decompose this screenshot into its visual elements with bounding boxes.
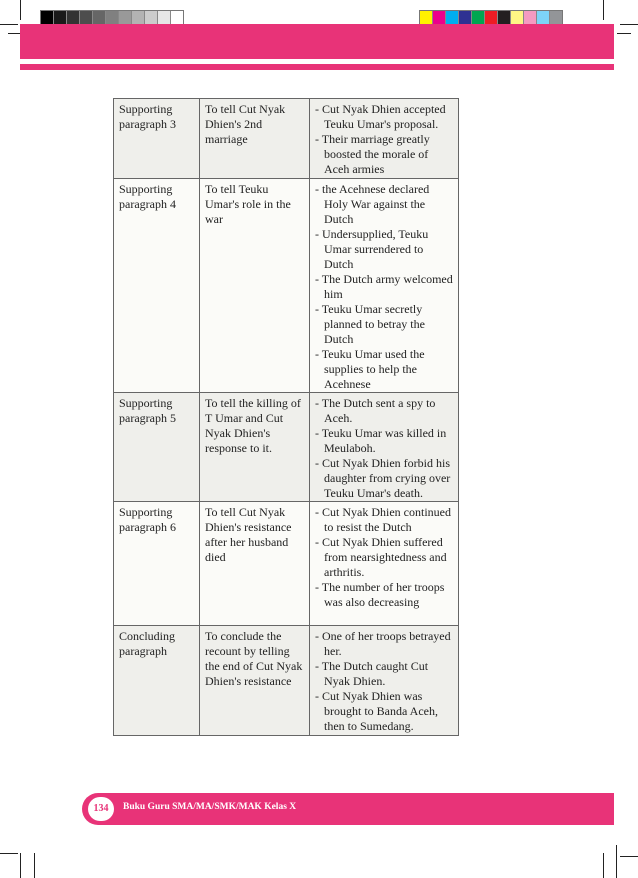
color-swatch — [485, 11, 498, 26]
color-swatch — [511, 11, 524, 26]
table-row: Supporting paragraph 3 To tell Cut Nyak … — [113, 98, 459, 179]
list-item: - Teuku Umar used the supplies to help t… — [315, 347, 425, 391]
list-item: - Teuku Umar secretly planned to betray … — [315, 302, 425, 346]
list-item: - Undersupplied, Teuku Umar surrendered … — [315, 227, 429, 271]
crop-mark — [34, 853, 35, 878]
book-title: Buku Guru SMA/MA/SMK/MAK Kelas X — [123, 802, 297, 812]
color-swatch — [550, 11, 562, 26]
purpose-cell: To tell Cut Nyak Dhien's resistance afte… — [199, 501, 310, 626]
color-swatch — [433, 11, 446, 26]
list-item: - One of her troops betrayed her. — [315, 629, 451, 658]
purpose-cell: To tell Teuku Umar's role in the war — [199, 178, 310, 393]
points-cell: - Cut Nyak Dhien accepted Teuku Umar's p… — [309, 98, 459, 179]
points-cell: - One of her troops betrayed her. - The D… — [309, 625, 459, 736]
list-item: - Cut Nyak Dhien continued to resist the… — [315, 505, 451, 534]
color-swatch — [54, 11, 67, 26]
part-cell: Supporting paragraph 6 — [113, 501, 200, 626]
table-row: Supporting paragraph 6 To tell Cut Nyak … — [113, 501, 459, 626]
color-swatch — [67, 11, 80, 26]
part-cell: Concluding paragraph — [113, 625, 200, 736]
crop-mark — [620, 856, 638, 857]
part-cell: Supporting paragraph 5 — [113, 392, 200, 502]
list-item: - Cut Nyak Dhien was brought to Banda Ac… — [315, 689, 438, 733]
crop-mark — [0, 24, 18, 25]
color-swatch — [93, 11, 106, 26]
list-item: - The number of her troops was also decr… — [315, 580, 445, 609]
color-swatch — [472, 11, 485, 26]
points-cell: - the Acehnese declared Holy War against… — [309, 178, 459, 393]
part-cell: Supporting paragraph 3 — [113, 98, 200, 179]
header-band — [20, 24, 614, 59]
table-row: Supporting paragraph 5 To tell the killi… — [113, 392, 459, 502]
part-cell: Supporting paragraph 4 — [113, 178, 200, 393]
purpose-cell: To tell the killing of T Umar and Cut Ny… — [199, 392, 310, 502]
color-swatch — [498, 11, 511, 26]
footer-band: 134 Buku Guru SMA/MA/SMK/MAK Kelas X — [82, 793, 614, 825]
process-color-bar — [419, 10, 563, 27]
table-row: Supporting paragraph 4 To tell Teuku Uma… — [113, 178, 459, 393]
color-swatch — [459, 11, 472, 26]
purpose-cell: To tell Cut Nyak Dhien's 2nd marriage — [199, 98, 310, 179]
color-swatch — [537, 11, 550, 26]
header-stripe — [20, 64, 614, 70]
crop-mark — [616, 845, 617, 878]
color-swatch — [80, 11, 93, 26]
color-swatch — [145, 11, 158, 26]
recount-structure-table: Supporting paragraph 3 To tell Cut Nyak … — [113, 98, 459, 736]
crop-mark — [620, 24, 638, 25]
purpose-cell: To conclude the recount by telling the e… — [199, 625, 310, 736]
color-swatch — [446, 11, 459, 26]
color-swatch — [524, 11, 537, 26]
list-item: - Cut Nyak Dhien suffered from nearsight… — [315, 535, 447, 579]
points-cell: - Cut Nyak Dhien continued to resist the… — [309, 501, 459, 626]
crop-mark — [603, 853, 604, 878]
list-item: - The Dutch sent a spy to Aceh. — [315, 396, 436, 425]
color-swatch — [41, 11, 54, 26]
list-item: - The Dutch caught Cut Nyak Dhien. — [315, 659, 429, 688]
color-swatch — [119, 11, 132, 26]
crop-mark — [603, 0, 604, 20]
table-row: Concluding paragraph To conclude the rec… — [113, 625, 459, 736]
color-swatch — [171, 11, 183, 26]
list-item: - The Dutch army welcomed him — [315, 272, 453, 301]
crop-mark — [8, 33, 22, 34]
color-swatch — [106, 11, 119, 26]
points-cell: - The Dutch sent a spy to Aceh. - Teuku U… — [309, 392, 459, 502]
list-item: - Cut Nyak Dhien forbid his daughter fro… — [315, 456, 451, 500]
list-item: - Teuku Umar was killed in Meulaboh. — [315, 426, 447, 455]
crop-mark — [20, 853, 21, 878]
list-item: - Cut Nyak Dhien accepted Teuku Umar's p… — [315, 102, 446, 131]
color-swatch — [420, 11, 433, 26]
list-item: - the Acehnese declared Holy War against… — [315, 182, 430, 226]
crop-mark — [20, 0, 21, 20]
list-item: - Their marriage greatly boosted the mor… — [315, 132, 430, 176]
page-number: 134 — [88, 797, 114, 821]
crop-mark — [0, 853, 18, 854]
color-swatch — [158, 11, 171, 26]
crop-mark — [617, 33, 631, 34]
grayscale-color-bar — [40, 10, 184, 27]
color-swatch — [132, 11, 145, 26]
